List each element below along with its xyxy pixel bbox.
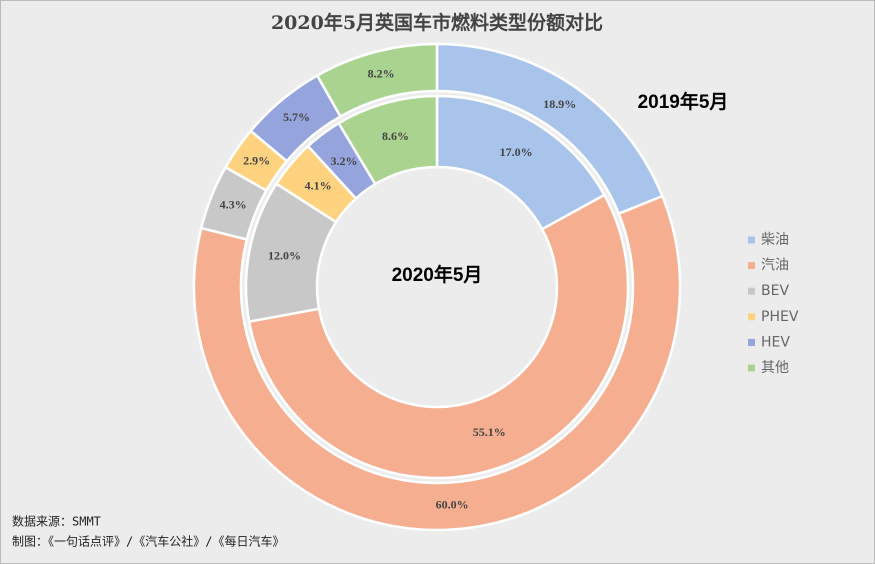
- legend-label: 其他: [761, 360, 789, 376]
- series-label: 2020年5月: [392, 263, 483, 286]
- legend-swatch: [748, 287, 755, 295]
- value-label: 12.0%: [268, 249, 301, 263]
- value-label: 4.3%: [220, 197, 247, 211]
- legend-swatch: [748, 338, 755, 346]
- legend-label: PHEV: [761, 309, 799, 325]
- value-label: 3.2%: [331, 154, 358, 168]
- value-label: 18.9%: [543, 97, 576, 111]
- value-label: 8.6%: [382, 129, 409, 143]
- value-label: 17.0%: [500, 145, 533, 159]
- legend-label: 汽油: [761, 258, 789, 274]
- credit-note: 制图：《一句话点评》/《汽车公社》/《每日汽车》: [12, 534, 284, 549]
- donut-segment: [315, 42, 439, 119]
- legend-label: 柴油: [761, 232, 789, 248]
- legend-swatch: [748, 236, 755, 244]
- source-note: 数据来源：SMMT: [12, 514, 101, 529]
- chart-title: 2020年5月英国车市燃料类型份额对比: [271, 11, 603, 34]
- value-label: 4.1%: [305, 179, 332, 193]
- value-label: 2.9%: [243, 154, 270, 168]
- series-label: 2019年5月: [638, 90, 729, 113]
- value-label: 55.1%: [473, 425, 506, 439]
- legend-swatch: [748, 313, 755, 321]
- donut-segment: [247, 193, 630, 480]
- donut-segment: [192, 194, 682, 532]
- value-label: 60.0%: [436, 498, 469, 512]
- value-label: 8.2%: [368, 66, 395, 80]
- donut-segment: [337, 94, 439, 186]
- legend-label: BEV: [761, 283, 789, 299]
- legend-swatch: [748, 262, 755, 270]
- legend-label: HEV: [761, 334, 790, 350]
- legend-swatch: [748, 364, 755, 372]
- value-label: 5.7%: [283, 110, 310, 124]
